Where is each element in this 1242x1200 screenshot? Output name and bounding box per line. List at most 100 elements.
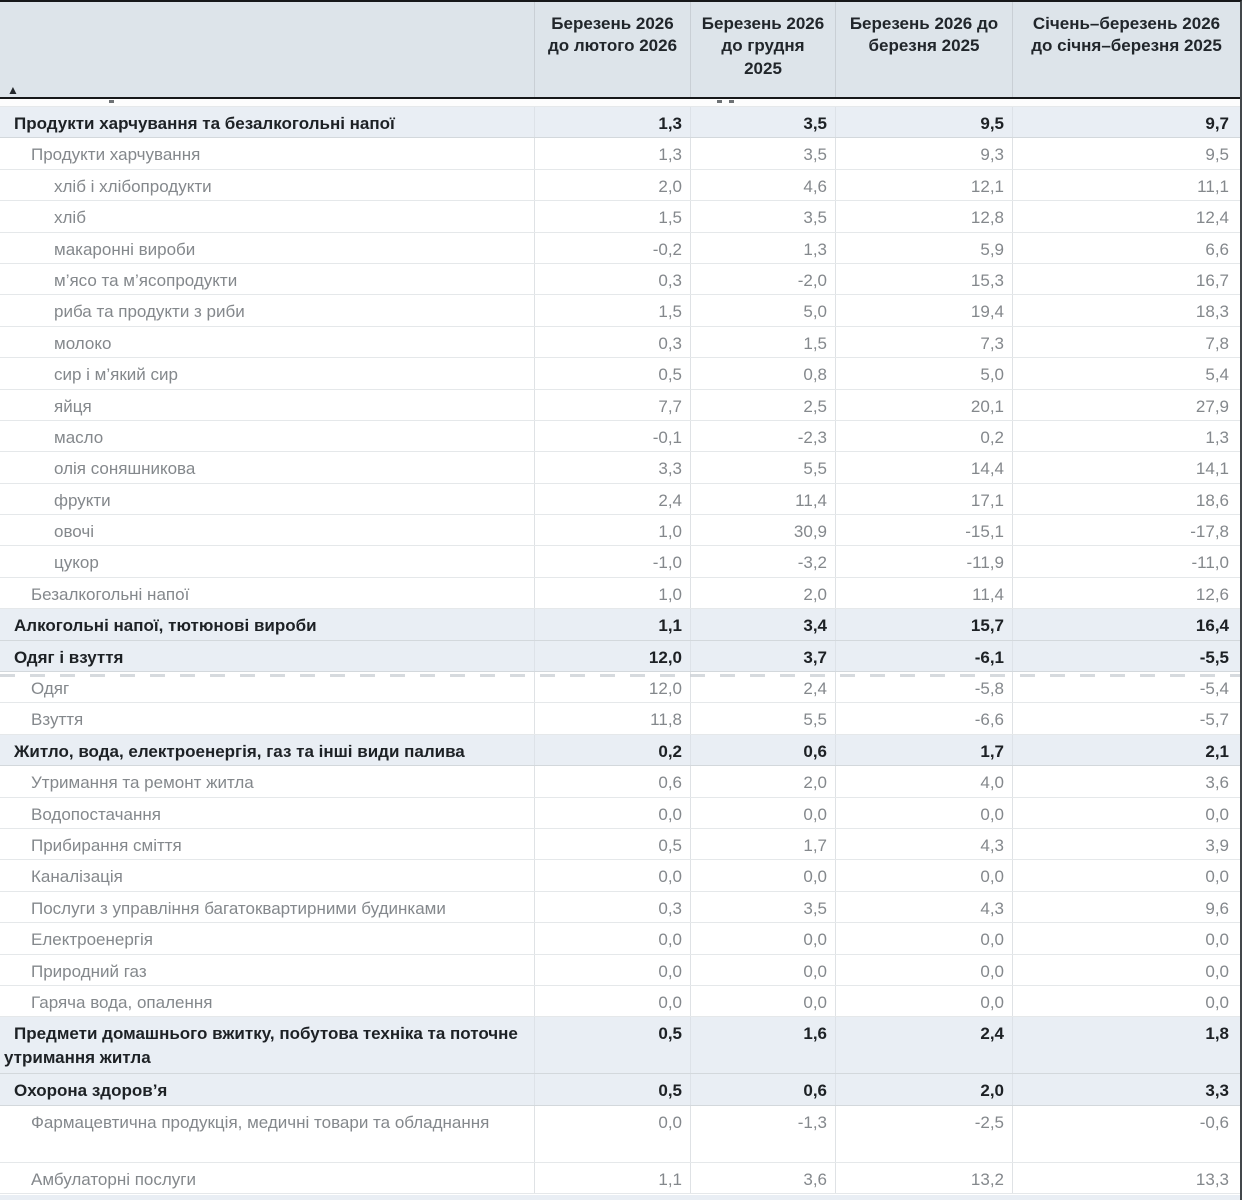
value-cell: 0,6 — [690, 734, 835, 766]
table-row: фрукти 2,4 11,4 17,1 18,6 — [0, 483, 1240, 516]
table-row: цукор -1,0 -3,2 -11,9 -11,0 — [0, 546, 1240, 578]
value-cell: 7,3 — [835, 326, 1012, 358]
row-label: Охорона здоров’я — [14, 1081, 168, 1101]
column-header-month-vs-december[interactable]: Березень 2026 до грудня 2025 — [690, 2, 835, 97]
row-label: Предмети домашнього вжитку, побутова тех… — [4, 1024, 518, 1067]
table-row: Водопостачання 0,0 0,0 0,0 0,0 — [0, 797, 1240, 829]
row-label-column-header[interactable]: ▲ — [0, 2, 534, 97]
row-label: хліб і хлібопродукти — [54, 176, 212, 196]
table-row: масло -0,1 -2,3 0,2 1,3 — [0, 420, 1240, 453]
row-label: хліб — [54, 208, 86, 228]
value-cell: 5,4 — [1012, 358, 1240, 389]
row-label: овочі — [54, 522, 95, 542]
column-header-month-vs-year-ago[interactable]: Березень 2026 до березня 2025 — [835, 2, 1012, 97]
row-label: Фармацевтична продукція, медичні товари … — [31, 1112, 490, 1132]
value-cell: 3,3 — [534, 452, 690, 483]
table-row: Одяг і взуття 12,0 3,7 -6,1 -5,5 — [0, 640, 1240, 673]
value-cell: -6,1 — [835, 640, 1012, 672]
row-label: Послуги з управління багатоквартирними б… — [31, 898, 446, 918]
value-cell: 3,6 — [1012, 766, 1240, 797]
row-label: фрукти — [54, 490, 111, 510]
table-row: Продукти харчування та безалкогольні нап… — [0, 107, 1240, 139]
value-cell: 1,6 — [690, 1017, 835, 1074]
row-label: Прибирання сміття — [31, 835, 182, 855]
table-row: Безалкогольні напої 1,0 2,0 11,4 12,6 — [0, 577, 1240, 610]
value-cell: 0,3 — [534, 263, 690, 295]
column-header-month-vs-prev-month[interactable]: Березень 2026 до лютого 2026 — [534, 2, 690, 97]
row-label: Одяг і взуття — [14, 647, 124, 667]
value-cell: 1,1 — [534, 1162, 690, 1194]
value-cell: 1,8 — [1012, 1017, 1240, 1074]
value-cell: 12,4 — [1012, 201, 1240, 232]
value-cell: 0,0 — [534, 860, 690, 891]
value-cell: 3,4 — [690, 609, 835, 640]
value-cell: 12,0 — [534, 672, 690, 703]
value-cell: -1,0 — [534, 546, 690, 577]
column-header-quarter-vs-quarter[interactable]: Січень–березень 2026 до січня–березня 20… — [1012, 2, 1240, 97]
value-cell: 1,7 — [835, 734, 1012, 766]
value-cell: 3,7 — [690, 640, 835, 672]
clipped-text-fragment — [109, 100, 114, 103]
value-cell: 0,0 — [1012, 923, 1240, 954]
value-cell: 1,5 — [690, 326, 835, 358]
clipped-text-fragment — [729, 100, 734, 103]
value-cell: 0,0 — [1012, 860, 1240, 891]
value-cell: -2,0 — [690, 263, 835, 295]
value-cell: 6,6 — [1012, 232, 1240, 263]
value-cell: 13,2 — [835, 1162, 1012, 1194]
value-cell: 27,9 — [1012, 389, 1240, 420]
value-cell: 0,0 — [690, 923, 835, 954]
value-cell: 12,6 — [1012, 577, 1240, 609]
value-cell: 11,8 — [534, 703, 690, 734]
value-cell: 0,0 — [690, 797, 835, 828]
value-cell: 0,0 — [1012, 954, 1240, 985]
value-cell: 5,5 — [690, 452, 835, 483]
value-cell: 7,7 — [534, 389, 690, 420]
value-cell: 19,4 — [835, 295, 1012, 326]
value-cell: 14,1 — [1012, 452, 1240, 483]
row-label: Амбулаторні послуги — [31, 1169, 196, 1189]
sort-ascending-icon[interactable]: ▲ — [7, 83, 19, 97]
value-cell: 1,3 — [534, 107, 690, 138]
value-cell: 0,0 — [534, 985, 690, 1017]
value-cell: 1,3 — [534, 138, 690, 169]
value-cell: 0,2 — [534, 734, 690, 766]
table-row: Охорона здоров’я 0,5 0,6 2,0 3,3 — [0, 1074, 1240, 1106]
table-row: Одяг 12,0 2,4 -5,8 -5,4 — [0, 672, 1240, 704]
value-cell: 2,4 — [534, 483, 690, 515]
table-row: яйця 7,7 2,5 20,1 27,9 — [0, 389, 1240, 421]
value-cell: 7,8 — [1012, 326, 1240, 358]
value-cell: -5,4 — [1012, 672, 1240, 703]
value-cell: 14,4 — [835, 452, 1012, 483]
value-cell: 17,1 — [835, 483, 1012, 515]
value-cell: 0,2 — [835, 420, 1012, 452]
value-cell: 0,0 — [835, 985, 1012, 1017]
table-header-row: ▲ Березень 2026 до лютого 2026 Березень … — [0, 2, 1240, 99]
value-cell: 9,6 — [1012, 891, 1240, 923]
value-cell: 20,1 — [835, 389, 1012, 420]
value-cell: 13,3 — [1012, 1162, 1240, 1194]
table-row: олія соняшникова 3,3 5,5 14,4 14,1 — [0, 452, 1240, 484]
value-cell: -5,8 — [835, 672, 1012, 703]
value-cell: 12,8 — [835, 201, 1012, 232]
row-label: макаронні вироби — [54, 239, 196, 259]
row-label: Алкогольні напої, тютюнові вироби — [14, 616, 317, 636]
value-cell: 16,4 — [1012, 609, 1240, 640]
value-cell: 0,6 — [534, 766, 690, 797]
value-cell: 0,3 — [534, 891, 690, 923]
value-cell: 0,0 — [835, 923, 1012, 954]
value-cell: 0,5 — [534, 1074, 690, 1105]
value-cell: -15,1 — [835, 515, 1012, 546]
row-label: молоко — [54, 333, 112, 353]
row-label: Водопостачання — [31, 804, 161, 824]
table-row: Послуги з управління багатоквартирними б… — [0, 891, 1240, 924]
value-cell: -0,1 — [534, 420, 690, 452]
value-cell: 0,0 — [690, 954, 835, 985]
value-cell: 0,0 — [534, 923, 690, 954]
table-row: Фармацевтична продукція, медичні товари … — [0, 1105, 1240, 1163]
row-label: Утримання та ремонт житла — [31, 773, 254, 793]
clipped-text-fragment — [717, 100, 722, 103]
row-label: Безалкогольні напої — [31, 584, 190, 604]
value-cell: -0,6 — [1012, 1105, 1240, 1162]
